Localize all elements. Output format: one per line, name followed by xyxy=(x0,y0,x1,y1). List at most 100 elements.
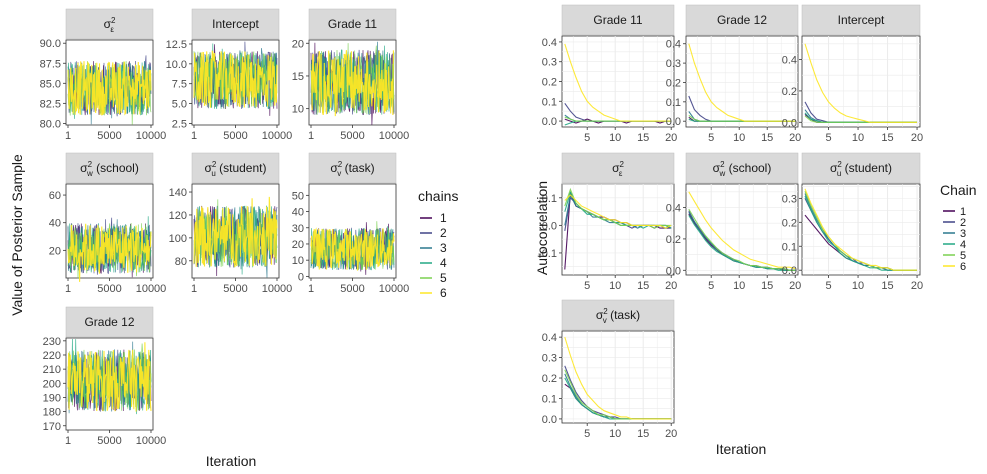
x-tick-label: 1 xyxy=(308,130,314,142)
legend-title: chains xyxy=(418,188,458,204)
acf-line-chain-6 xyxy=(804,43,917,123)
y-tick-label: 0.0 xyxy=(542,116,557,128)
x-tick-label: 15 xyxy=(881,280,893,292)
acf-line-chain-5 xyxy=(688,208,796,271)
acf-panel: σ2 w (school) 0.0 0.2 0.4 5 10 15 20 xyxy=(666,152,801,292)
x-tick-label: 10000 xyxy=(136,283,167,295)
x-tick-label: 15 xyxy=(637,132,649,144)
y-tick-label: 90.0 xyxy=(40,38,61,50)
y-tick-label: 82.5 xyxy=(40,98,61,110)
x-tick-label: 5000 xyxy=(97,130,121,142)
y-tick-label: 0 xyxy=(298,271,304,283)
strip-background xyxy=(561,152,675,184)
panel-background xyxy=(801,35,921,128)
strip-label: σ2 v (task) xyxy=(596,307,640,325)
y-tick-label: 140 xyxy=(169,187,187,199)
strip-symbol: σ xyxy=(596,308,604,322)
strip-subscript: w xyxy=(719,169,726,178)
trace-line-chain-6 xyxy=(67,61,152,116)
panel-background xyxy=(561,330,675,424)
x-tick-label: 20 xyxy=(911,132,923,144)
strip-superscript: 2 xyxy=(111,16,116,25)
x-tick-label: 20 xyxy=(665,132,677,144)
strip-superscript: 2 xyxy=(619,160,624,169)
x-tick-label: 10000 xyxy=(136,130,167,142)
strip-background xyxy=(65,306,154,338)
x-tick-label: 10 xyxy=(733,280,745,292)
acf-line-chain-5 xyxy=(564,187,672,229)
x-tick-label: 20 xyxy=(665,280,677,292)
legend-label: 5 xyxy=(440,271,447,285)
strip-symbol: σ xyxy=(713,161,721,175)
x-tick-label: 10 xyxy=(609,132,621,144)
acf-panel: σ2 ε -0.1 0.0 0.1 5 10 15 20 xyxy=(538,152,677,292)
trace-line-chain-6 xyxy=(193,196,278,268)
legend-label: 1 xyxy=(440,211,447,225)
acf-panel: Intercept 0.0 0.2 0.4 5 10 15 20 xyxy=(782,4,923,144)
x-axis-label: Iteration xyxy=(206,453,257,469)
trace-panel: Grade 11 10 15 20 1 5000 10000 xyxy=(292,8,409,142)
y-tick-label: 20 xyxy=(292,38,304,50)
y-tick-label: 0.0 xyxy=(782,265,797,277)
y-tick-label: 0.3 xyxy=(666,58,681,70)
x-tick-label: 5 xyxy=(584,132,590,144)
y-tick-label: 0.3 xyxy=(542,353,557,365)
y-tick-label: 220 xyxy=(43,350,61,362)
y-tick-label: 5.0 xyxy=(172,99,187,111)
y-tick-label: 230 xyxy=(43,336,61,348)
strip-tail: (task) xyxy=(607,308,640,322)
acf-panel: Grade 12 0.0 0.1 0.2 0.3 0.4 5 10 15 20 xyxy=(666,4,801,144)
y-tick-label: 10 xyxy=(292,255,304,267)
acf-panel: Grade 11 0.0 0.1 0.2 0.3 0.4 5 10 15 20 xyxy=(542,4,677,144)
panel-background xyxy=(685,183,799,276)
strip-tail: (student) xyxy=(841,161,892,175)
y-tick-label: 0.0 xyxy=(542,414,557,426)
y-tick-label: 0.1 xyxy=(542,193,557,205)
y-axis-label: Autocorrelation xyxy=(534,181,550,275)
y-tick-label: 0.4 xyxy=(542,332,557,344)
strip-subscript: v xyxy=(337,169,341,178)
y-tick-label: 0.0 xyxy=(782,117,797,129)
x-tick-label: 5 xyxy=(584,428,590,440)
x-tick-label: 1 xyxy=(191,130,197,142)
y-tick-label: 0.4 xyxy=(666,39,681,51)
x-tick-label: 5000 xyxy=(340,283,364,295)
y-tick-label: 0.1 xyxy=(542,96,557,108)
y-tick-label: 40 xyxy=(292,207,304,219)
strip-tail: (school) xyxy=(93,161,139,175)
x-tick-label: 5 xyxy=(708,132,714,144)
legend-label: 1 xyxy=(960,206,966,218)
y-tick-label: 0.2 xyxy=(666,77,681,89)
y-tick-label: 40 xyxy=(49,218,61,230)
x-tick-label: 20 xyxy=(665,428,677,440)
y-axis-label: Value of Posterior Sample xyxy=(9,154,25,316)
x-tick-label: 10 xyxy=(609,280,621,292)
x-tick-label: 5 xyxy=(584,280,590,292)
y-tick-label: 0.1 xyxy=(666,97,681,109)
acf-line-chain-6 xyxy=(804,188,917,271)
y-tick-label: 190 xyxy=(43,392,61,404)
y-tick-label: 80 xyxy=(175,256,187,268)
x-tick-label: 10 xyxy=(852,132,864,144)
strip-label: σ2 v (task) xyxy=(330,160,374,178)
strip-label: σ2 w (school) xyxy=(80,160,139,178)
strip-subscript: u xyxy=(211,169,215,178)
strip-label: σ2 ε xyxy=(612,160,624,178)
x-tick-label: 5000 xyxy=(340,130,364,142)
y-tick-label: 0.2 xyxy=(666,234,681,246)
x-tick-label: 5 xyxy=(825,132,831,144)
strip-label: Grade 11 xyxy=(328,17,377,31)
strip-symbol: σ xyxy=(104,17,112,31)
y-tick-label: 0.0 xyxy=(542,220,557,232)
y-tick-label: 0.4 xyxy=(542,37,557,49)
y-tick-label: 120 xyxy=(169,210,187,222)
strip-superscript: 2 xyxy=(720,160,725,169)
x-tick-label: 15 xyxy=(881,132,893,144)
strip-superscript: 2 xyxy=(88,160,93,169)
strip-superscript: 2 xyxy=(603,307,608,316)
trace-panel: Intercept 2.5 5.0 7.5 10.0 12.5 1 5000 10000 xyxy=(166,8,292,142)
y-tick-label: 10.0 xyxy=(166,59,187,71)
legend-label: 5 xyxy=(960,250,966,262)
